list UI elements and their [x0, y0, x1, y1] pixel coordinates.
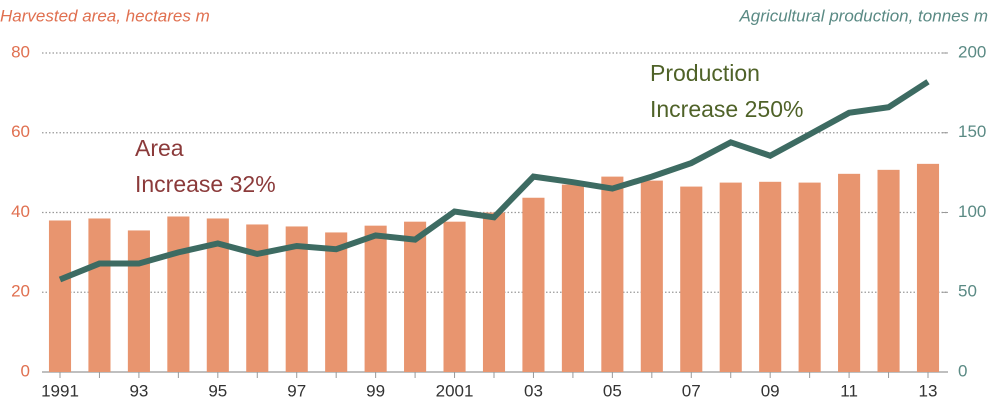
line [58, 79, 930, 283]
bar [719, 182, 742, 372]
x-tick-label: 97 [287, 381, 306, 400]
annotation: Increase 250% [650, 96, 803, 122]
annotation: Area [135, 135, 184, 161]
x-tick-label: 03 [524, 381, 543, 400]
bar [640, 180, 663, 372]
bar [680, 186, 703, 372]
bar [127, 230, 150, 372]
y-tick-label: 80 [11, 42, 30, 61]
x-tick-label: 09 [761, 381, 780, 400]
bar [325, 232, 348, 372]
x-tick-label: 93 [129, 381, 148, 400]
bar [285, 226, 308, 372]
bar [798, 182, 821, 372]
y-tick-label: 0 [21, 361, 30, 380]
x-tick-label: 2001 [436, 381, 474, 400]
bar [246, 224, 269, 372]
bar [916, 163, 940, 372]
y2-tick-label: 50 [958, 282, 977, 301]
x-tick-label: 05 [603, 381, 622, 400]
bar [206, 218, 229, 372]
y2-tick-label: 150 [958, 122, 986, 141]
bar [877, 169, 900, 372]
annotation: Increase 32% [135, 171, 276, 197]
bar [443, 221, 466, 372]
bar [404, 221, 427, 372]
y-tick-label: 20 [11, 282, 30, 301]
y-axis-title: Harvested area, hectares m [0, 6, 210, 25]
y2-tick-label: 200 [958, 42, 986, 61]
bar [48, 220, 72, 372]
bar [522, 197, 545, 372]
x-tick-label: 13 [919, 381, 938, 400]
bar [601, 176, 624, 372]
x-tick-label: 95 [208, 381, 227, 400]
bar [759, 181, 782, 372]
y-tick-label: 60 [11, 122, 30, 141]
annotation: Production [650, 60, 760, 86]
bar [167, 216, 190, 372]
y2-tick-label: 100 [958, 202, 986, 221]
x-tick-label: 07 [682, 381, 701, 400]
bars [48, 163, 940, 372]
x-tick-label: 1991 [41, 381, 79, 400]
y-tick-label: 40 [11, 202, 30, 221]
bar [364, 225, 387, 372]
bar [482, 212, 506, 372]
x-tick-label: 11 [840, 381, 858, 400]
bar [838, 173, 861, 372]
y2-tick-label: 0 [958, 361, 967, 380]
bar [561, 184, 584, 372]
x-tick-label: 99 [366, 381, 385, 400]
y2-axis-title: Agricultural production, tonnes m [738, 6, 988, 25]
bar [88, 218, 111, 372]
